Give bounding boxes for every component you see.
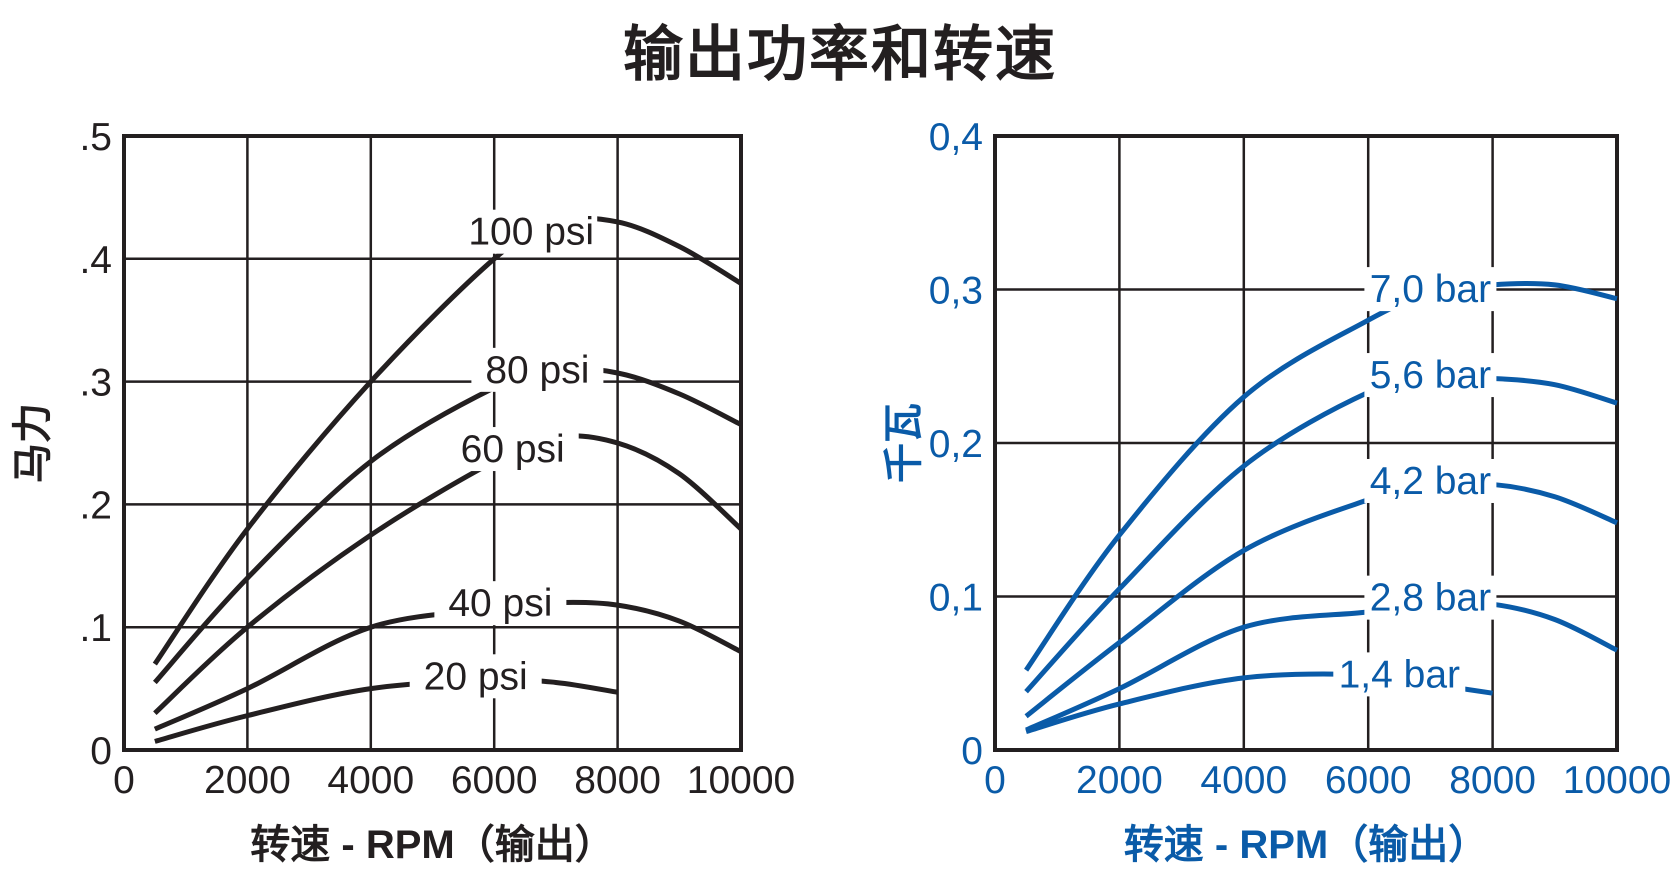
hp-y-tick-label: .3 — [79, 362, 112, 405]
hp-x-tick-label: 2000 — [204, 759, 291, 802]
kw-y-tick-label: 0 — [961, 730, 983, 773]
hp-y-tick-label: 0 — [90, 730, 112, 773]
hp-y-axis-label: 马力 — [11, 403, 55, 483]
kw-series-line — [1024, 375, 1618, 694]
kw-y-tick-label: 0,2 — [929, 423, 983, 466]
kw-series-label-group: 7,0 bar — [1364, 267, 1497, 312]
kw-series-label: 7,0 bar — [1370, 268, 1491, 311]
hp-series-label: 60 psi — [461, 428, 565, 471]
kw-series-line — [1025, 599, 1619, 733]
hp-y-tick-label: .1 — [79, 607, 112, 650]
kw-plot-frame — [993, 134, 1619, 752]
kw-series-label: 1,4 bar — [1339, 653, 1460, 696]
kw-x-axis-label: 转速 - RPM（输出） — [1124, 823, 1488, 867]
hp-series-line — [152, 215, 743, 666]
kw-chart: 0 2000 4000 6000 8000 10000 0 0,1 0,2 0,3 0,4 转速 - … — [882, 116, 1671, 867]
kw-series-label-group: 2,8 bar — [1364, 575, 1497, 620]
hp-series-label-group: 100 psi — [465, 209, 598, 254]
hp-x-tick-label: 6000 — [451, 759, 538, 802]
hp-series-label-group: 60 psi — [446, 427, 579, 472]
kw-series-line — [1024, 280, 1618, 672]
kw-series-label-group: 4,2 bar — [1364, 458, 1497, 503]
kw-series-label-bg — [1364, 575, 1497, 620]
hp-series-label-bg — [446, 427, 579, 472]
chart-title: 输出功率和转速 — [623, 20, 1057, 90]
hp-series-label: 100 psi — [468, 211, 594, 254]
hp-series-label: 20 psi — [424, 655, 528, 698]
hp-series-label-bg — [434, 581, 567, 626]
hp-series-label-bg — [471, 347, 604, 392]
kw-series-label-bg — [1364, 353, 1497, 398]
kw-series-label-group: 1,4 bar — [1333, 652, 1466, 697]
hp-series-line — [152, 365, 743, 685]
hp-y-tick-label: .4 — [79, 239, 112, 282]
kw-y-axis-label: 千瓦 — [882, 403, 926, 483]
hp-series-label: 40 psi — [448, 582, 552, 625]
hp-x-tick-label: 10000 — [687, 759, 795, 802]
kw-x-tick-label: 4000 — [1200, 759, 1287, 802]
kw-series-line — [1024, 480, 1618, 719]
kw-series-label: 5,6 bar — [1370, 354, 1491, 397]
kw-series-label-bg — [1364, 458, 1497, 503]
kw-series-label: 2,8 bar — [1370, 577, 1491, 620]
kw-y-tick-label: 0,1 — [929, 577, 983, 620]
hp-x-tick-label: 4000 — [327, 759, 414, 802]
hp-series-label-group: 40 psi — [434, 581, 567, 626]
kw-x-tick-label: 6000 — [1325, 759, 1412, 802]
hp-chart: 0 2000 4000 6000 8000 10000 0 .1 .2 .3 .4 .5 转速 - RP… — [11, 116, 795, 867]
hp-x-tick-label: 0 — [113, 759, 135, 802]
kw-y-tick-label: 0,4 — [929, 116, 983, 159]
hp-series-label: 80 psi — [485, 349, 589, 392]
hp-series-label-group: 80 psi — [471, 347, 604, 392]
kw-x-tick-label: 8000 — [1449, 759, 1536, 802]
kw-x-tick-label: 10000 — [1563, 759, 1671, 802]
hp-series-label-group: 20 psi — [409, 654, 542, 699]
hp-series-label-bg — [409, 654, 542, 699]
kw-y-tick-label: 0,3 — [929, 270, 983, 313]
hp-series-label-bg — [465, 209, 598, 254]
hp-plot-frame — [122, 134, 743, 752]
hp-y-tick-label: .5 — [79, 116, 112, 159]
hp-y-tick-label: .2 — [79, 484, 112, 527]
kw-series-label-bg — [1364, 267, 1497, 312]
hp-series-line — [154, 677, 618, 744]
kw-series-label-bg — [1333, 652, 1466, 697]
kw-series-label: 4,2 bar — [1370, 460, 1491, 503]
kw-x-tick-label: 2000 — [1076, 759, 1163, 802]
hp-x-tick-label: 8000 — [574, 759, 661, 802]
kw-x-tick-label: 0 — [984, 759, 1006, 802]
hp-x-axis-label: 转速 - RPM（输出） — [250, 823, 614, 867]
kw-series-label-group: 5,6 bar — [1364, 353, 1497, 398]
